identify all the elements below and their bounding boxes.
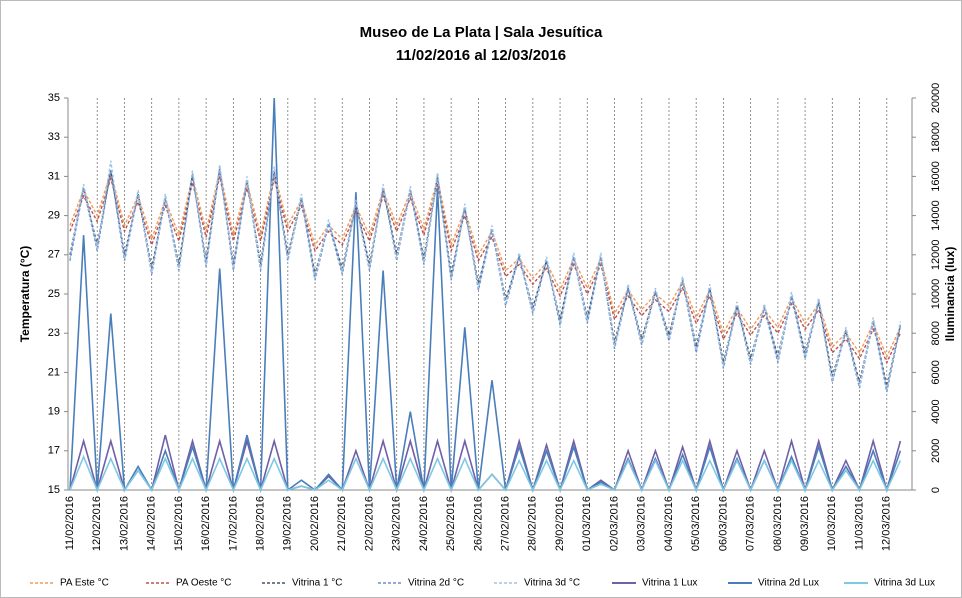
- legend-label: PA Este °C: [60, 578, 109, 589]
- y-tick-label: 33: [48, 131, 60, 143]
- legend-label: Vitrina 2d Lux: [758, 578, 819, 589]
- legend-label: PA Oeste °C: [176, 578, 232, 589]
- y-tick-label: 25: [48, 288, 60, 300]
- x-tick-label: 13/02/2016: [118, 496, 130, 551]
- y-tick-label: 27: [48, 249, 60, 261]
- y2-tick-label: 4000: [930, 399, 942, 423]
- y-tick-label: 17: [48, 445, 60, 457]
- x-tick-label: 26/02/2016: [472, 496, 484, 551]
- lux-line: [69, 454, 902, 493]
- chart-subtitle: 11/02/2016 al 12/03/2016: [396, 47, 566, 64]
- x-tick-label: 02/03/2016: [608, 496, 620, 551]
- temperature-line: [69, 175, 902, 365]
- y-tick-label: 29: [48, 210, 60, 222]
- y-tick-label: 31: [48, 170, 60, 182]
- y2-tick-label: 20000: [930, 83, 942, 114]
- x-tick-label: 19/02/2016: [282, 496, 294, 551]
- temperature-line: [69, 169, 902, 359]
- y2-tick-label: 6000: [930, 360, 942, 384]
- chart-title: Museo de La Plata | Sala Jesuítica: [360, 24, 603, 41]
- y2-axis-title: Iluminancia (lux): [943, 247, 957, 342]
- y2-tick-label: 16000: [930, 161, 942, 192]
- x-tick-label: 29/02/2016: [554, 496, 566, 551]
- x-tick-label: 04/03/2016: [663, 496, 675, 551]
- x-tick-label: 07/03/2016: [745, 496, 757, 551]
- x-tick-label: 05/03/2016: [690, 496, 702, 551]
- x-tick-label: 06/03/2016: [717, 496, 729, 551]
- legend-label: Vitrina 3d Lux: [874, 578, 935, 589]
- x-tick-label: 18/02/2016: [254, 496, 266, 551]
- y-tick-label: 19: [48, 406, 60, 418]
- x-tick-label: 15/02/2016: [173, 496, 185, 551]
- y-tick-label: 15: [48, 484, 60, 496]
- legend-label: Vitrina 1 °C: [292, 578, 343, 589]
- x-tick-label: 17/02/2016: [227, 496, 239, 551]
- y2-tick-label: 10000: [930, 279, 942, 310]
- x-tick-label: 10/03/2016: [826, 496, 838, 551]
- y-tick-label: 21: [48, 366, 60, 378]
- x-tick-label: 28/02/2016: [527, 496, 539, 551]
- y2-tick-label: 2000: [930, 439, 942, 463]
- legend-label: Vitrina 3d °C: [524, 578, 580, 589]
- x-tick-label: 14/02/2016: [146, 496, 158, 551]
- x-tick-label: 21/02/2016: [336, 496, 348, 551]
- x-tick-label: 20/02/2016: [309, 496, 321, 551]
- y2-tick-label: 18000: [930, 122, 942, 153]
- y-axis-title: Temperatura (°C): [18, 246, 32, 343]
- y2-tick-label: 14000: [930, 200, 942, 231]
- x-tick-label: 09/03/2016: [799, 496, 811, 551]
- legend-label: Vitrina 1 Lux: [642, 578, 697, 589]
- temperature-line: [69, 168, 902, 393]
- legend-label: Vitrina 2d °C: [408, 578, 464, 589]
- y2-tick-label: 8000: [930, 321, 942, 345]
- x-tick-label: 23/02/2016: [391, 496, 403, 551]
- x-tick-label: 08/03/2016: [772, 496, 784, 551]
- x-tick-label: 25/02/2016: [445, 496, 457, 551]
- x-tick-label: 01/03/2016: [581, 496, 593, 551]
- y-tick-label: 35: [48, 92, 60, 104]
- x-tick-label: 11/03/2016: [853, 496, 865, 550]
- y-tick-label: 23: [48, 327, 60, 339]
- x-tick-label: 22/02/2016: [363, 496, 375, 551]
- x-tick-label: 12/02/2016: [91, 496, 103, 551]
- x-tick-label: 24/02/2016: [418, 496, 430, 551]
- x-tick-label: 11/02/2016: [64, 496, 76, 550]
- y2-tick-label: 0: [930, 487, 942, 493]
- x-tick-label: 16/02/2016: [200, 496, 212, 551]
- y2-tick-label: 12000: [930, 240, 942, 271]
- x-tick-label: 27/02/2016: [500, 496, 512, 551]
- x-tick-label: 03/03/2016: [636, 496, 648, 551]
- x-tick-label: 12/03/2016: [881, 496, 893, 551]
